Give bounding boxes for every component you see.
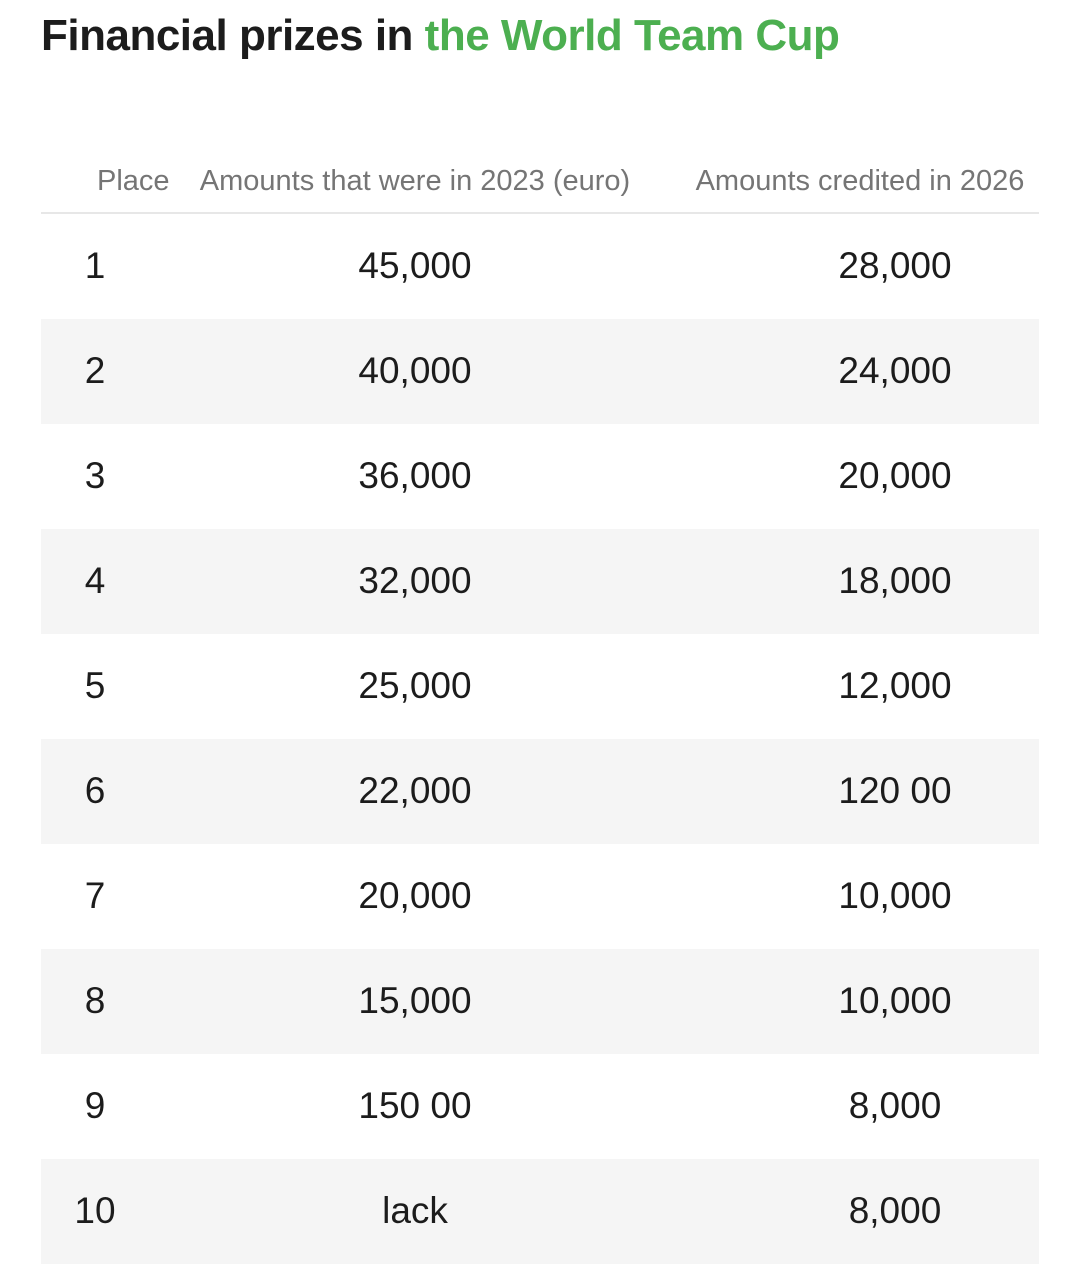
amount-2026-cell: 10,000 bbox=[838, 980, 952, 1022]
amount-2023-cell: 150 00 bbox=[358, 1085, 472, 1127]
table-row: 10 lack 8,000 bbox=[41, 1158, 1039, 1264]
amount-2026-cell: 120 00 bbox=[838, 770, 952, 812]
amount-2023-cell: 40,000 bbox=[358, 350, 472, 392]
page-title: Financial prizes in the World Team Cup bbox=[0, 0, 1080, 63]
column-header-amounts-2026: Amounts credited in 2026 bbox=[681, 164, 1039, 214]
amount-2026-cell: 24,000 bbox=[838, 350, 952, 392]
page-title-highlight: the World Team Cup bbox=[424, 11, 840, 60]
amount-2026-cell: 28,000 bbox=[838, 245, 952, 287]
place-cell: 7 bbox=[84, 875, 106, 917]
place-cell: 5 bbox=[84, 665, 106, 707]
place-cell: 10 bbox=[74, 1190, 116, 1232]
place-cell: 1 bbox=[84, 245, 106, 287]
amount-2023-cell: 25,000 bbox=[358, 665, 472, 707]
amount-2026-cell: 10,000 bbox=[838, 875, 952, 917]
amount-2023-cell: 32,000 bbox=[358, 560, 472, 602]
table-row: 3 36,000 20,000 bbox=[41, 424, 1039, 529]
amount-2023-cell: lack bbox=[382, 1190, 448, 1232]
amount-2023-cell: 22,000 bbox=[358, 770, 472, 812]
amount-2023-cell: 36,000 bbox=[358, 455, 472, 497]
table-row: 2 40,000 24,000 bbox=[41, 318, 1039, 424]
column-header-place: Place bbox=[41, 164, 170, 214]
amount-2023-cell: 45,000 bbox=[358, 245, 472, 287]
table-row: 8 15,000 10,000 bbox=[41, 948, 1039, 1054]
amount-2026-cell: 8,000 bbox=[848, 1190, 942, 1232]
amount-2026-cell: 8,000 bbox=[848, 1085, 942, 1127]
amount-2023-cell: 15,000 bbox=[358, 980, 472, 1022]
table-row: 7 20,000 10,000 bbox=[41, 844, 1039, 949]
place-cell: 4 bbox=[84, 560, 106, 602]
amount-2023-cell: 20,000 bbox=[358, 875, 472, 917]
table-row: 4 32,000 18,000 bbox=[41, 528, 1039, 634]
table-row: 5 25,000 12,000 bbox=[41, 634, 1039, 739]
amount-2026-cell: 20,000 bbox=[838, 455, 952, 497]
amount-2026-cell: 12,000 bbox=[838, 665, 952, 707]
place-cell: 2 bbox=[84, 350, 106, 392]
amount-2026-cell: 18,000 bbox=[838, 560, 952, 602]
place-cell: 3 bbox=[84, 455, 106, 497]
place-cell: 6 bbox=[84, 770, 106, 812]
prizes-table: Place Amounts that were in 2023 (euro) A… bbox=[41, 164, 1039, 1264]
table-row: 9 150 00 8,000 bbox=[41, 1054, 1039, 1159]
column-header-amounts-2023: Amounts that were in 2023 (euro) bbox=[149, 164, 681, 214]
place-cell: 9 bbox=[84, 1085, 106, 1127]
page-title-prefix: Financial prizes in bbox=[41, 11, 425, 60]
table-header-row: Place Amounts that were in 2023 (euro) A… bbox=[41, 164, 1039, 214]
table-row: 1 45,000 28,000 bbox=[41, 213, 1039, 319]
place-cell: 8 bbox=[84, 980, 106, 1022]
table-row: 6 22,000 120 00 bbox=[41, 738, 1039, 844]
